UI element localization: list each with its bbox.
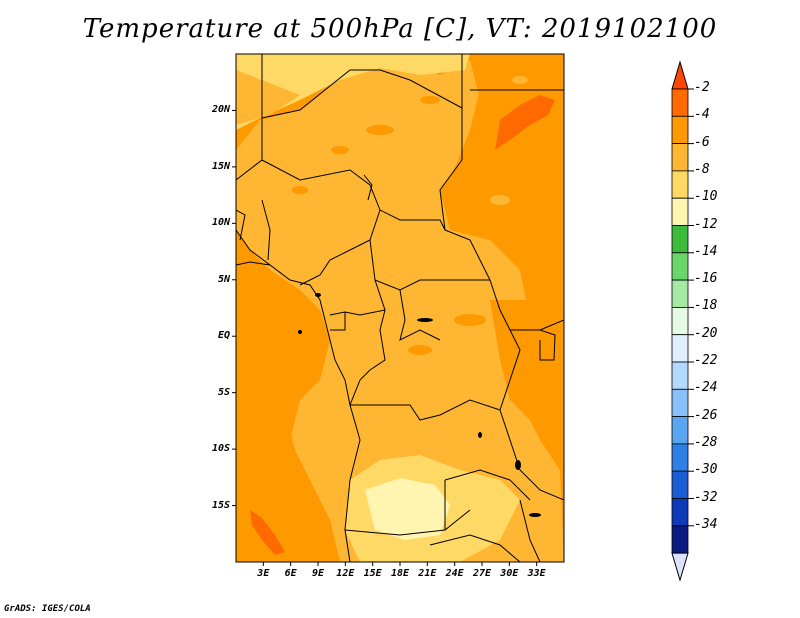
colorbar-label: -2 bbox=[694, 80, 710, 95]
colorbar-swatch bbox=[671, 416, 689, 445]
colorbar-label: -26 bbox=[694, 407, 718, 423]
x-tick-label: 21E bbox=[418, 568, 437, 579]
colorbar-label: -18 bbox=[694, 298, 718, 314]
lakes bbox=[298, 293, 541, 517]
colorbar-label: -24 bbox=[694, 380, 718, 396]
colorbar-label: -8 bbox=[694, 161, 710, 177]
y-tick-label: 5N bbox=[217, 273, 230, 285]
contour-region-atlantic bbox=[236, 265, 340, 562]
x-tick-label: 6E bbox=[284, 568, 297, 579]
colorbar-swatch bbox=[671, 170, 689, 199]
temperature-field bbox=[236, 54, 564, 562]
colorbar-swatch bbox=[671, 115, 689, 145]
x-tick-label: 12E bbox=[336, 568, 355, 579]
colorbar-label: -4 bbox=[694, 107, 710, 123]
colorbar-swatch bbox=[671, 443, 689, 472]
colorbar bbox=[671, 60, 694, 582]
x-tick-label: 24E bbox=[445, 568, 464, 579]
x-tick-label: 18E bbox=[390, 568, 410, 579]
colorbar-top-triangle bbox=[671, 60, 689, 90]
contour-region-warm-interior bbox=[236, 60, 564, 562]
colorbar-swatch bbox=[671, 279, 689, 308]
colorbar-label: -30 bbox=[694, 462, 718, 478]
contour-region-south-cooler bbox=[365, 478, 450, 540]
colorbar-swatch bbox=[671, 197, 689, 226]
colorbar-swatch bbox=[671, 88, 689, 117]
colorbar-swatch bbox=[671, 525, 689, 554]
colorbar-label: -12 bbox=[694, 216, 718, 232]
contour-region-hot-ne bbox=[495, 95, 555, 150]
colorbar-swatch bbox=[671, 306, 689, 336]
colorbar-label: -16 bbox=[694, 271, 718, 287]
x-tick-label: 3E bbox=[257, 568, 270, 579]
x-tick-label: 15E bbox=[363, 568, 382, 579]
colorbar-label: -10 bbox=[694, 189, 718, 205]
colorbar-label: -14 bbox=[694, 243, 718, 259]
contour-region-north-2 bbox=[236, 70, 300, 125]
y-tick-label: 15S bbox=[211, 499, 230, 511]
colorbar-label: -34 bbox=[694, 516, 718, 532]
colorbar-swatch bbox=[671, 498, 689, 527]
credit-text: GrADS: IGES/COLA bbox=[4, 604, 91, 614]
colorbar-swatch bbox=[671, 143, 689, 172]
x-tick-label: 30E bbox=[500, 568, 519, 579]
x-tick-label: 9E bbox=[311, 568, 325, 579]
y-tick-label: 10S bbox=[211, 443, 230, 455]
colorbar-label: -32 bbox=[694, 489, 718, 505]
colorbar-swatch bbox=[671, 252, 689, 281]
colorbar-label: -28 bbox=[694, 434, 718, 450]
colorbar-swatch bbox=[671, 361, 689, 390]
colorbar-swatch bbox=[671, 334, 689, 363]
contour-region-hot-sw bbox=[250, 510, 285, 555]
y-tick-label: 5S bbox=[217, 386, 230, 398]
y-tick-label: EQ bbox=[217, 330, 230, 342]
colorbar-label: -22 bbox=[694, 353, 718, 368]
colorbar-label: -20 bbox=[694, 325, 718, 341]
coastline bbox=[236, 261, 556, 406]
y-tick-label: 10N bbox=[211, 217, 230, 229]
x-tick-label: 33E bbox=[527, 568, 546, 579]
y-tick-label: 20N bbox=[211, 104, 230, 116]
colorbar-swatch bbox=[671, 225, 689, 254]
y-axis-ticks bbox=[232, 109, 236, 507]
colorbar-bottom-triangle bbox=[671, 552, 689, 582]
map-title: Temperature at 500hPa [C], VT: 201910210… bbox=[82, 14, 718, 44]
y-tick-label: 15N bbox=[211, 160, 230, 172]
x-axis-ticks bbox=[262, 562, 538, 566]
colorbar-swatch bbox=[671, 470, 689, 499]
colorbar-label: -6 bbox=[694, 134, 710, 150]
contour-region-north bbox=[236, 54, 470, 130]
x-tick-label: 27E bbox=[472, 568, 492, 579]
colorbar-swatch bbox=[671, 388, 689, 417]
